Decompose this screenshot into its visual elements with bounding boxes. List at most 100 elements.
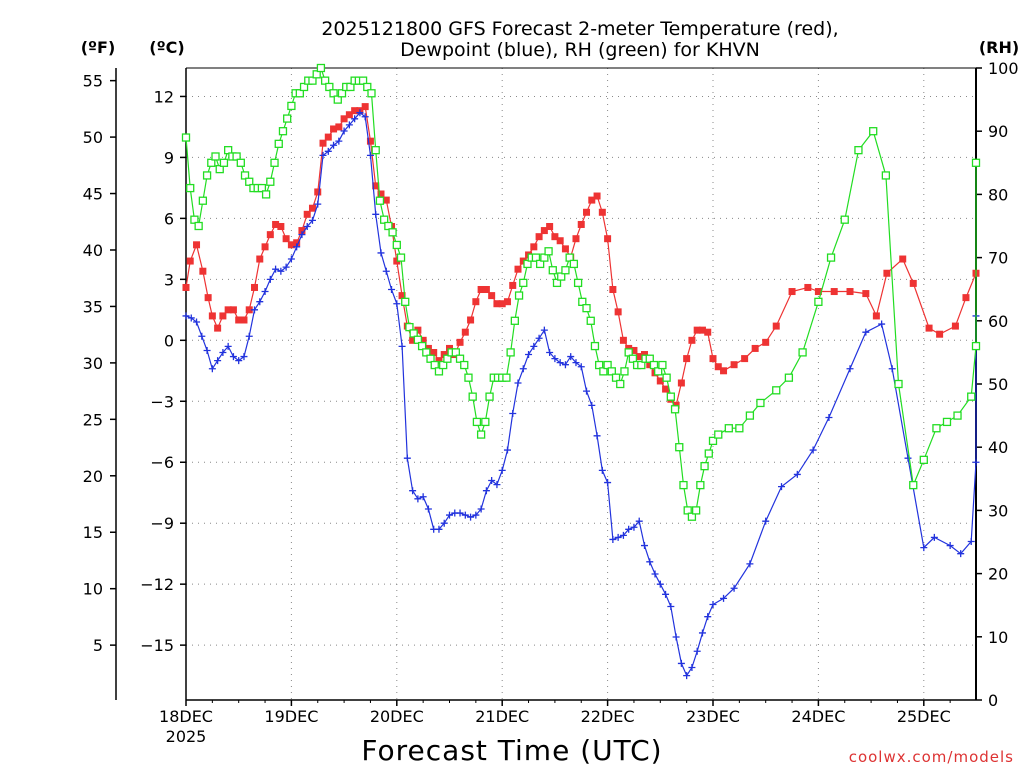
temperature-point xyxy=(182,283,190,291)
temperature-point xyxy=(272,220,280,228)
dewpoint-point xyxy=(635,517,643,525)
rh-point xyxy=(409,329,418,338)
temperature-point xyxy=(677,379,685,387)
rh-point xyxy=(590,341,600,351)
watermark: coolwx.com/models xyxy=(849,748,1014,766)
dewpoint-point xyxy=(546,349,554,357)
rh-point xyxy=(942,417,952,427)
rh-point xyxy=(971,158,981,167)
rh-point xyxy=(561,266,570,275)
temperature-point xyxy=(351,107,359,115)
temperature-point xyxy=(698,326,706,334)
temperature-point xyxy=(409,336,417,344)
dewpoint-point xyxy=(614,533,622,541)
temperature-point xyxy=(635,353,643,361)
rh-point xyxy=(714,430,723,439)
temperature-point xyxy=(435,357,443,365)
rh-point xyxy=(367,89,376,98)
rh-point xyxy=(586,316,595,325)
rh-point xyxy=(481,417,490,427)
temperature-point xyxy=(572,235,580,243)
temperature-point xyxy=(335,123,343,131)
rh-point xyxy=(464,373,473,382)
rh-point xyxy=(565,253,574,262)
temperature-point xyxy=(293,239,301,247)
temperature-point xyxy=(741,355,749,363)
temperature-point xyxy=(340,115,348,123)
temperature-point xyxy=(514,265,522,273)
dewpoint-point xyxy=(809,446,817,454)
fahrenheit-tick-label: 30 xyxy=(83,354,103,373)
x-tick-label: 18DEC xyxy=(159,707,213,726)
dewpoint-point xyxy=(240,353,248,361)
temperature-point xyxy=(772,322,780,330)
temperature-point xyxy=(909,279,917,287)
dewpoint-point xyxy=(846,365,854,373)
temperature-point xyxy=(646,361,654,369)
rh-point xyxy=(932,424,941,433)
temperature-point xyxy=(314,188,322,196)
temperature-point xyxy=(214,324,222,332)
dewpoint-point xyxy=(272,265,280,273)
dewpoint-point xyxy=(598,466,606,474)
x-tick-label: 19DEC xyxy=(264,707,318,726)
rh-point xyxy=(784,373,794,382)
series-group xyxy=(181,63,981,680)
dewpoint-point xyxy=(493,481,501,489)
rh-point xyxy=(531,253,541,262)
temperature-point xyxy=(540,227,548,235)
rh-point xyxy=(548,266,557,275)
temperature-point xyxy=(830,288,838,296)
dewpoint-point xyxy=(229,353,237,361)
dewpoint-point xyxy=(862,328,870,336)
dewpoint-point xyxy=(762,517,770,525)
rh-point xyxy=(645,354,654,363)
dewpoint-point xyxy=(440,519,448,527)
temperature-point xyxy=(298,227,306,235)
dewpoint-point xyxy=(203,346,211,354)
x-tick-label: 22DEC xyxy=(581,707,635,726)
rh-point xyxy=(219,158,229,167)
rh-point xyxy=(654,367,663,376)
rh-point xyxy=(337,89,347,98)
temperature-point xyxy=(245,306,253,314)
series-dewpoint xyxy=(182,109,980,680)
celsius-tick-label: 9 xyxy=(164,148,174,167)
dewpoint-point xyxy=(604,479,612,487)
rh-point xyxy=(919,455,928,464)
dewpoint-point xyxy=(477,505,485,513)
dewpoint-point xyxy=(414,495,422,503)
rh-point xyxy=(704,449,713,458)
temperature-point xyxy=(193,241,201,249)
fahrenheit-tick-label: 55 xyxy=(83,72,103,91)
dewpoint-point xyxy=(688,663,696,671)
rh-point xyxy=(826,253,836,262)
temperature-point xyxy=(372,182,380,190)
dewpoint-point xyxy=(235,357,243,365)
dewpoint-point xyxy=(793,470,801,478)
dewpoint-point xyxy=(319,151,327,159)
fahrenheit-tick-label: 10 xyxy=(83,580,103,599)
rh-point xyxy=(455,354,465,363)
temperature-point xyxy=(762,338,770,346)
rh-point xyxy=(772,386,781,395)
dewpoint-point xyxy=(388,286,396,294)
rh-point xyxy=(607,367,616,376)
dewpoint-point xyxy=(630,523,638,531)
dewpoint-point xyxy=(498,466,506,474)
rh-point xyxy=(953,411,962,420)
dewpoint-point xyxy=(488,477,496,485)
temperature-point xyxy=(593,192,601,200)
temperature-point xyxy=(962,294,970,302)
rh-point xyxy=(384,221,393,231)
rh-point xyxy=(700,462,709,471)
dewpoint-point xyxy=(366,151,374,159)
dewpoint-point xyxy=(535,334,543,342)
rh-point xyxy=(666,392,675,401)
rh-point xyxy=(266,177,275,186)
dewpoint-point xyxy=(314,200,322,208)
dewpoint-point xyxy=(651,570,659,578)
dewpoint-point xyxy=(525,351,533,359)
series-rh xyxy=(181,63,981,521)
temperature-point xyxy=(219,312,227,320)
